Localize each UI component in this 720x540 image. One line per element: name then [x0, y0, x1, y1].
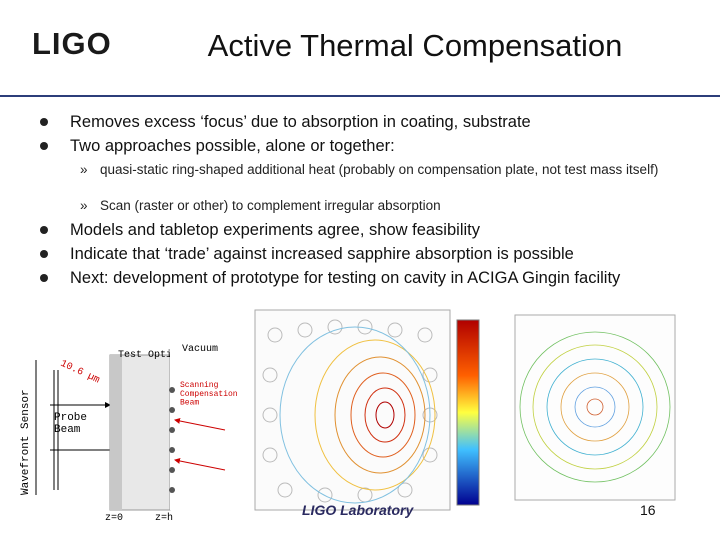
- bullet-dot-icon: [40, 274, 48, 282]
- probe-beam-label: Probe Beam: [54, 412, 87, 436]
- page-number: 16: [640, 502, 656, 518]
- test-optic-label: Test Optic: [118, 349, 178, 361]
- slide-title: Active Thermal Compensation: [207, 28, 623, 63]
- wavefront-sensor-diagram: Wavefront Sensor Probe Beam 10.6 µm Test …: [20, 340, 238, 524]
- ligo-logo: LIGO: [32, 26, 112, 61]
- contour-plot-1: [254, 309, 480, 511]
- zh-label: z=h: [155, 512, 173, 524]
- bullet-dot-icon: [40, 226, 48, 234]
- contour-plot-2: [514, 314, 676, 501]
- scanning-beam-label: Scanning Compensation Beam: [180, 381, 238, 408]
- title-divider: [0, 95, 720, 97]
- z0-label: z=0: [105, 513, 123, 524]
- vacuum-label: Vacuum: [182, 344, 218, 355]
- bullet-dot-icon: [40, 142, 48, 150]
- bullet-dot-icon: [40, 118, 48, 126]
- laser-wavelength-label: 10.6 µm: [58, 359, 101, 387]
- sensor-label: Wavefront Sensor: [20, 389, 32, 495]
- colorbar: [456, 319, 480, 506]
- footer-lab-name: LIGO Laboratory: [302, 502, 414, 518]
- bullet-dot-icon: [40, 250, 48, 258]
